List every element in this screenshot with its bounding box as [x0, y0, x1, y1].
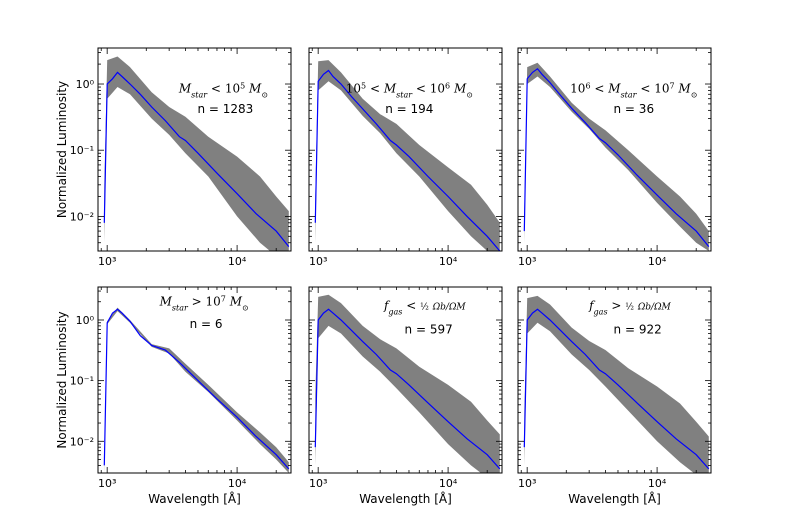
- y-tick-label: 10⁻²: [70, 435, 94, 448]
- plot-area: [314, 60, 501, 251]
- axes-frame: [308, 286, 503, 474]
- axes-frame: [97, 47, 292, 252]
- panel-count-label: n = 6: [190, 317, 223, 331]
- panel-count-label: n = 922: [614, 323, 662, 337]
- x-tick-label: 10³: [309, 477, 327, 490]
- y-tick-label: 10⁻²: [70, 210, 94, 223]
- x-tick-label: 10⁴: [439, 477, 458, 490]
- panel-selection-label: Mstar > 107 M⊙: [159, 294, 249, 312]
- x-axis-label: Wavelength [Å]: [359, 491, 452, 506]
- y-axis-label: Normalized Luminosity: [55, 81, 69, 218]
- x-tick-label: 10⁴: [439, 255, 458, 268]
- x-tick-label: 10³: [98, 255, 116, 268]
- plot-area: [523, 295, 710, 473]
- x-tick-label: 10³: [98, 477, 116, 490]
- median-line: [314, 308, 501, 470]
- median-line: [103, 71, 290, 247]
- axes-frame: [517, 47, 712, 252]
- panel-selection-label: fgas > ½ Ωb/ΩM: [588, 298, 671, 316]
- panel-selection-label: 106 < Mstar < 107 M⊙: [570, 81, 697, 99]
- median-line: [314, 69, 501, 251]
- plot-area: [314, 294, 501, 473]
- panel-top-middle: 10³ 10⁴ 105 < Mstar < 106 M⊙ n = 194: [308, 47, 503, 268]
- spread-band: [524, 62, 709, 251]
- panel-selection-label: Mstar < 105 M⊙: [178, 81, 268, 99]
- y-tick-label: 10⁰: [76, 78, 95, 91]
- x-tick-label: 10³: [518, 255, 536, 268]
- median-line: [523, 308, 710, 470]
- panel-count-label: n = 1283: [197, 102, 253, 116]
- y-axis-label: Normalized Luminosity: [55, 311, 69, 448]
- axes-frame: [97, 286, 292, 474]
- x-tick-label: 10⁴: [648, 477, 667, 490]
- x-axis-label: Wavelength [Å]: [568, 491, 661, 506]
- y-tick-label: 10⁰: [76, 314, 95, 327]
- spread-band: [104, 307, 289, 473]
- axes-frame: [308, 47, 503, 252]
- plot-area: [103, 56, 290, 251]
- panel-count-label: n = 194: [385, 102, 433, 116]
- x-tick-label: 10⁴: [648, 255, 667, 268]
- panel-selection-label: 105 < Mstar < 106 M⊙: [346, 81, 473, 99]
- axes-frame: [517, 286, 712, 474]
- plot-area: [103, 307, 290, 473]
- x-tick-label: 10⁴: [228, 477, 247, 490]
- panel-top-right: 10³ 10⁴ 106 < Mstar < 107 M⊙ n = 36: [517, 47, 712, 268]
- panel-selection-label: fgas < ½ Ωb/ΩM: [383, 298, 466, 316]
- x-tick-label: 10³: [309, 255, 327, 268]
- panel-count-label: n = 597: [405, 323, 453, 337]
- panel-count-label: n = 36: [614, 102, 655, 116]
- x-axis-label: Wavelength [Å]: [148, 491, 241, 506]
- y-tick-label: 10⁻¹: [70, 375, 94, 388]
- y-tick-label: 10⁻¹: [70, 144, 94, 157]
- median-line: [523, 67, 710, 247]
- x-tick-label: 10³: [518, 477, 536, 490]
- median-line: [103, 308, 290, 470]
- plot-area: [523, 62, 710, 251]
- x-tick-label: 10⁴: [228, 255, 247, 268]
